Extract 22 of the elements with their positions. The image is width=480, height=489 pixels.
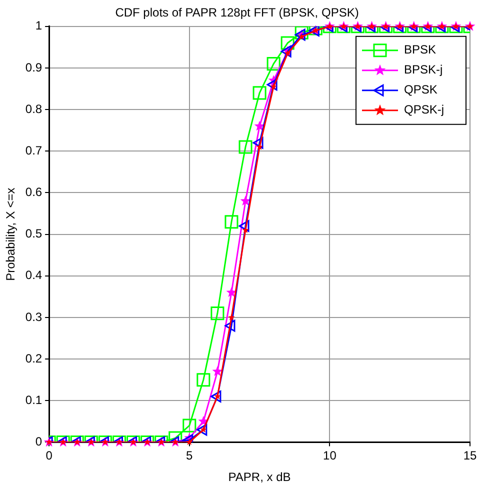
y-tick-label: 0.9 (25, 60, 42, 74)
chart-title: CDF plots of PAPR 128pt FFT (BPSK, QPSK) (115, 6, 359, 20)
x-tick-label: 10 (323, 448, 337, 463)
x-tick-label: 0 (46, 448, 53, 463)
y-tick-label: 0.5 (25, 226, 42, 241)
y-tick-label: 0.7 (25, 143, 42, 158)
legend-label: QPSK (404, 82, 438, 97)
y-axis-title: Probability, X <=x (4, 188, 18, 281)
y-tick-label: 0.1 (25, 392, 42, 407)
x-axis-title: PAPR, x dB (228, 470, 291, 484)
legend-label: BPSK (404, 42, 436, 57)
y-tick-label: 0.8 (25, 102, 42, 116)
y-tick-label: 0.4 (25, 268, 42, 282)
y-tick-label: 0 (35, 434, 42, 449)
legend-label: BPSK-j (404, 62, 443, 77)
x-tick-label: 5 (186, 448, 194, 463)
y-tick-label: 0.3 (25, 310, 42, 324)
x-tick-label: 15 (463, 448, 477, 463)
legend-label: QPSK-j (404, 102, 444, 117)
y-tick-label: 0.2 (25, 351, 42, 366)
y-tick-label: 1 (35, 18, 42, 33)
y-tick-label: 0.6 (25, 185, 42, 200)
